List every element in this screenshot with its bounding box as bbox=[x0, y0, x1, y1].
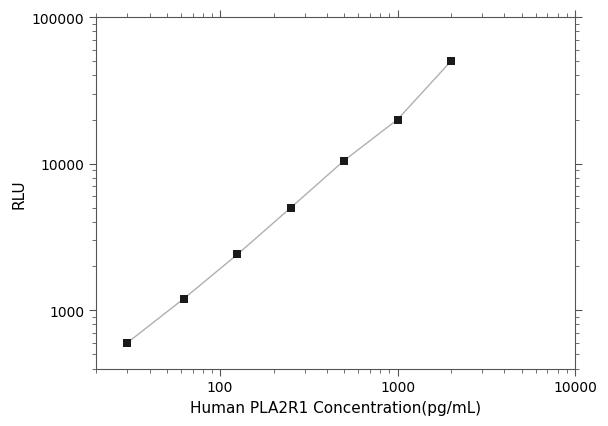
Point bbox=[339, 158, 349, 164]
Point bbox=[393, 117, 402, 124]
Point bbox=[446, 59, 456, 66]
Point bbox=[122, 340, 132, 346]
Point bbox=[286, 205, 295, 212]
Point bbox=[232, 251, 242, 258]
X-axis label: Human PLA2R1 Concentration(pg/mL): Human PLA2R1 Concentration(pg/mL) bbox=[190, 400, 481, 415]
Y-axis label: RLU: RLU bbox=[11, 178, 26, 208]
Point bbox=[179, 296, 188, 302]
